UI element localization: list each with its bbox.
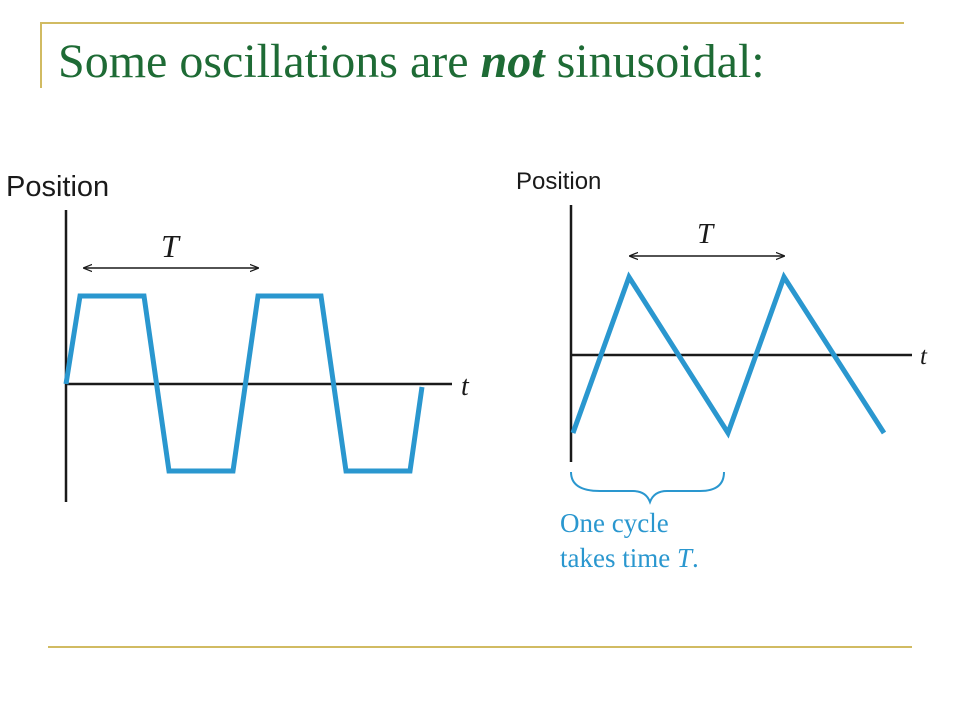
right-y-axis-label: Position — [516, 168, 601, 195]
frame-left-line — [40, 22, 42, 88]
caption-period: . — [692, 543, 699, 573]
title-text-end: sinusoidal: — [544, 35, 765, 88]
slide-title: Some oscillations are not sinusoidal: — [58, 35, 765, 89]
frame-top-line — [40, 22, 904, 24]
left-y-axis-label: Position — [6, 171, 109, 203]
caption-period-symbol: T — [677, 543, 694, 573]
right-triangular-waveform — [570, 271, 887, 439]
left-trapezoidal-waveform — [63, 293, 425, 474]
right-time-axis-label: t — [920, 343, 928, 370]
right-period-label: T — [697, 218, 715, 250]
left-time-axis-label: t — [461, 371, 470, 402]
caption-line-1: One cycle — [560, 508, 669, 538]
one-cycle-brace — [570, 471, 725, 505]
right-graph: Position t T One cycle takes time T. — [516, 168, 928, 573]
left-period-label: T — [161, 228, 181, 264]
title-text-start: Some oscillations are — [58, 35, 481, 88]
caption-text: takes time — [560, 543, 677, 573]
caption-line-2: takes time T. — [560, 543, 699, 573]
title-emphasis: not — [480, 35, 545, 88]
frame-bottom-line — [48, 646, 912, 648]
left-graph: Position t T — [6, 171, 470, 502]
